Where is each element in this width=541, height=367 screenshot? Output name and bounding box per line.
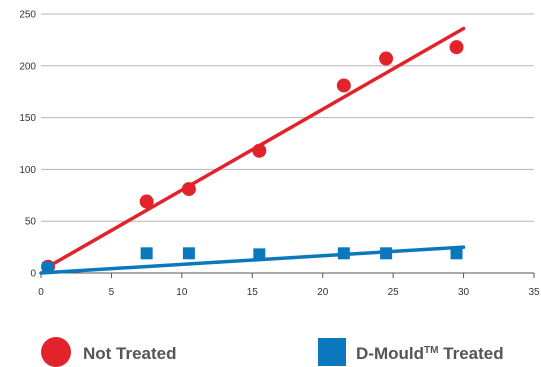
data-point-square: [42, 261, 55, 274]
trendlines: [39, 26, 466, 275]
y-tick-label: 0: [30, 269, 36, 280]
legend-label-d-mould-treated: D-MouldTM Treated: [356, 344, 504, 363]
gridlines: [41, 13, 534, 222]
legend-item-d-mould-treated: D-MouldTM Treated: [318, 338, 504, 366]
y-tick-label: 50: [25, 217, 37, 228]
data-point-square: [380, 247, 393, 260]
x-tick-label: 0: [38, 287, 44, 298]
data-point-circle: [379, 51, 394, 66]
x-tick-label: 25: [388, 287, 400, 298]
tick-labels: 0 50 100 150 200 250 0 5 10 15 20 25 30 35: [19, 10, 540, 299]
x-tick-label: 10: [176, 287, 188, 298]
x-tick-label: 20: [317, 287, 329, 298]
x-tick-label: 15: [247, 287, 259, 298]
data-point-circle: [252, 143, 267, 158]
data-point-circle: [139, 194, 154, 209]
x-tick-label: 30: [458, 287, 470, 298]
x-tick-label: 5: [109, 287, 115, 298]
y-tick-label: 100: [19, 165, 36, 176]
legend-circle-marker: [41, 337, 71, 367]
data-point-circle: [336, 78, 351, 93]
data-point-square: [337, 247, 350, 260]
legend-label-trademark: TM: [424, 345, 438, 356]
data-point-circle: [449, 40, 464, 55]
data-markers: [41, 40, 464, 274]
data-point-square: [253, 248, 266, 261]
data-point-circle: [181, 182, 196, 197]
legend-item-not-treated: Not Treated: [41, 337, 177, 367]
data-point-square: [140, 247, 153, 260]
data-point-square: [450, 247, 463, 260]
legend-label-d-mould: D-Mould: [356, 344, 424, 363]
legend-label-treated: Treated: [438, 344, 503, 363]
legend: Not Treated D-MouldTM Treated: [41, 337, 504, 367]
legend-square-marker: [318, 338, 346, 366]
trendline-series-2: [39, 245, 466, 275]
y-tick-label: 150: [19, 113, 36, 124]
data-point-square: [182, 247, 195, 260]
y-tick-label: 200: [19, 61, 36, 72]
y-tick-label: 250: [19, 10, 36, 21]
legend-label-not-treated: Not Treated: [83, 344, 177, 363]
x-tick-label: 35: [528, 287, 540, 298]
axes: [40, 272, 535, 278]
